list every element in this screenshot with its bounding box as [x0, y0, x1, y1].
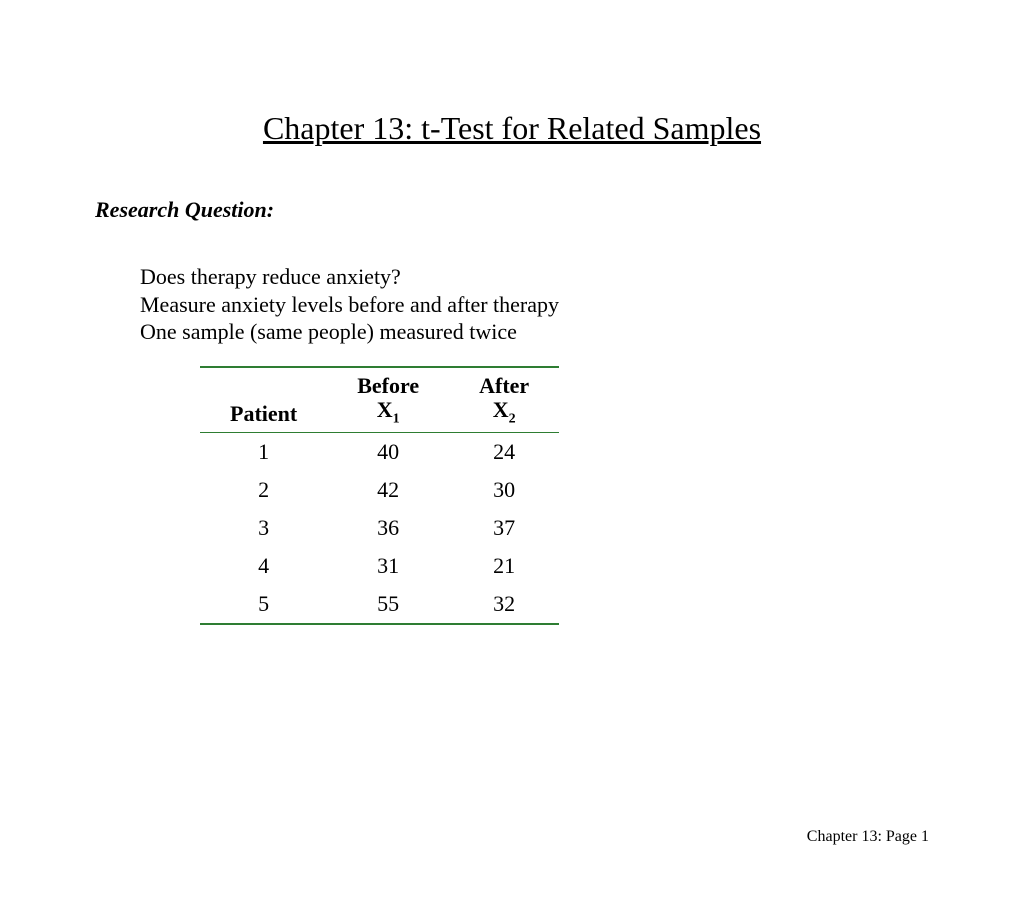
cell-patient: 1	[200, 433, 327, 472]
body-line-1: Does therapy reduce anxiety?	[140, 263, 1024, 291]
cell-before: 36	[327, 509, 449, 547]
cell-before: 42	[327, 471, 449, 509]
page-title: Chapter 13: t-Test for Related Samples	[0, 110, 1024, 147]
section-heading: Research Question:	[95, 197, 1024, 223]
cell-after: 24	[449, 433, 559, 472]
table-header-row: . Patient Before X1 After X2	[200, 367, 559, 433]
data-table: . Patient Before X1 After X2 1 40 24 2 4…	[200, 366, 559, 626]
table-row: 5 55 32	[200, 585, 559, 624]
cell-before: 55	[327, 585, 449, 624]
col-header-before: Before X1	[327, 367, 449, 433]
cell-after: 30	[449, 471, 559, 509]
table-row: 2 42 30	[200, 471, 559, 509]
table-row: 4 31 21	[200, 547, 559, 585]
table-row: 3 36 37	[200, 509, 559, 547]
body-text: Does therapy reduce anxiety? Measure anx…	[140, 263, 1024, 346]
cell-patient: 4	[200, 547, 327, 585]
cell-after: 21	[449, 547, 559, 585]
col-header-after: After X2	[449, 367, 559, 433]
cell-before: 31	[327, 547, 449, 585]
table-row: 1 40 24	[200, 433, 559, 472]
cell-after: 32	[449, 585, 559, 624]
cell-before: 40	[327, 433, 449, 472]
cell-patient: 5	[200, 585, 327, 624]
body-line-2: Measure anxiety levels before and after …	[140, 291, 1024, 319]
cell-patient: 3	[200, 509, 327, 547]
col-header-patient: . Patient	[200, 367, 327, 433]
cell-patient: 2	[200, 471, 327, 509]
cell-after: 37	[449, 509, 559, 547]
body-line-3: One sample (same people) measured twice	[140, 318, 1024, 346]
page-footer: Chapter 13: Page 1	[807, 828, 929, 846]
